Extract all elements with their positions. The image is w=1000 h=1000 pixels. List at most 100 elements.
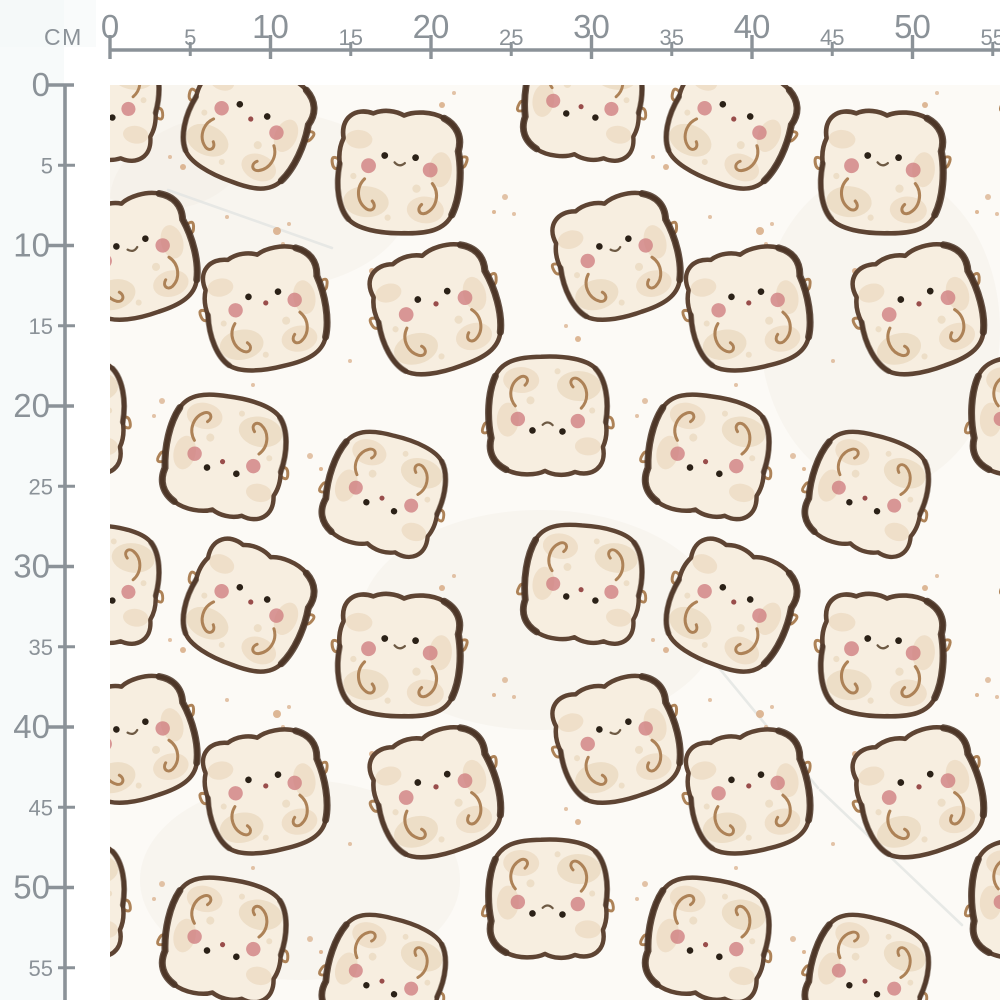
ruler-label-top: 50 [894,8,931,45]
toast-body [810,589,953,720]
toast-mouth [95,587,101,593]
crumb-dot [319,950,323,954]
crumb-dot [452,574,456,578]
ruler-label-top: 15 [339,25,363,50]
ruler-label-top: 0 [101,8,119,45]
toast-body [512,34,655,167]
crumb-dot [975,210,979,214]
ruler-label-left: 40 [13,708,50,745]
ruler-label-top: 40 [734,8,771,45]
ruler-label-top: 45 [820,25,844,50]
toast-body [327,589,470,720]
ruler-unit-label: CM [44,24,83,50]
toast [481,354,616,477]
crumb-dot [439,102,445,108]
crumb-dot [770,705,774,709]
crumb-dot [575,336,581,342]
toast [481,837,616,960]
crumb-dot [975,693,979,697]
fabric-swatch[interactable] [0,34,1000,1000]
crumb-dot [922,102,928,108]
ruler-label-top: 20 [413,8,450,45]
crumb-dot [564,807,568,811]
crumb-dot [287,705,291,709]
ruler-label-left: 10 [13,227,50,264]
crumb-dot [348,842,352,846]
ruler-label-left: 35 [29,635,53,660]
crumb-dot [831,359,835,363]
toast [810,106,953,237]
ruler-label-top: 35 [660,25,684,50]
top-margin-band [0,0,96,47]
ruler-label-left: 15 [29,314,53,339]
crumb-dot [985,194,991,200]
crumb-dot [452,91,456,95]
crumb-dot [307,453,313,459]
toast [327,589,470,720]
toast [327,106,470,237]
crumb-dot [935,91,939,95]
crumb-dot [152,414,156,418]
crumb-dot [770,222,774,226]
crumb-dot [251,866,255,870]
toast-body [810,106,953,237]
crumb-dot [790,453,796,459]
crumb-dot [502,677,508,683]
left-margin-band [0,0,64,1000]
crumb-dot [273,227,281,235]
crumb-dot [995,695,999,699]
crumb-dot [168,638,172,642]
crumb-dot [935,574,939,578]
crumb-dot [159,398,165,404]
ruler-left: 0 5 10 15 20 25 30 35 40 45 50 55 [13,66,75,1000]
crumb-dot [708,698,712,702]
crumb-dot [642,881,648,887]
crumb-dot [985,677,991,683]
crumb-dot [734,866,738,870]
crumb-dot [635,897,639,901]
crumb-dot [492,693,496,697]
crumb-dot [512,212,516,216]
ruler-label-left: 25 [29,474,53,499]
ruler-label-top: 5 [184,25,196,50]
crumb-dot [564,324,568,328]
crumb-dot [756,710,764,718]
crumb-dot [502,194,508,200]
toast-body [481,837,616,960]
crumb-dot [802,950,806,954]
crumb-dot [273,710,281,718]
crumb-dot [225,698,229,702]
toast-body [327,106,470,237]
crumb-dot [439,585,445,591]
ruler-top: 0 5 10 15 20 25 30 35 40 45 50 55 [101,8,1000,59]
toast-mouth [95,104,101,110]
crumb-dot [663,647,669,653]
ruler-label-top: 55 [981,25,1000,50]
ruler-label-left: 0 [32,66,50,103]
crumb-dot [348,359,352,363]
crumb-dot [225,215,229,219]
crumb-dot [575,819,581,825]
fabric-fold-line [166,188,334,250]
crumb-dot [307,936,313,942]
toast-body [481,354,616,477]
crumb-dot [802,467,806,471]
crumb-dot [922,585,928,591]
ruler-label-top: 30 [573,8,610,45]
crumb-dot [756,227,764,235]
ruler-label-left: 5 [41,153,53,178]
crumb-dot [651,155,655,159]
ruler-label-top: 10 [252,8,289,45]
toast [512,34,655,167]
ruler-label-left: 55 [29,956,53,981]
toast [810,589,953,720]
ruler-label-left: 20 [13,387,50,424]
crumb-dot [180,164,186,170]
crumb-dot [708,215,712,219]
crumb-dot [642,398,648,404]
crumb-dot [287,222,291,226]
crumb-dot [831,842,835,846]
crumb-dot [512,695,516,699]
